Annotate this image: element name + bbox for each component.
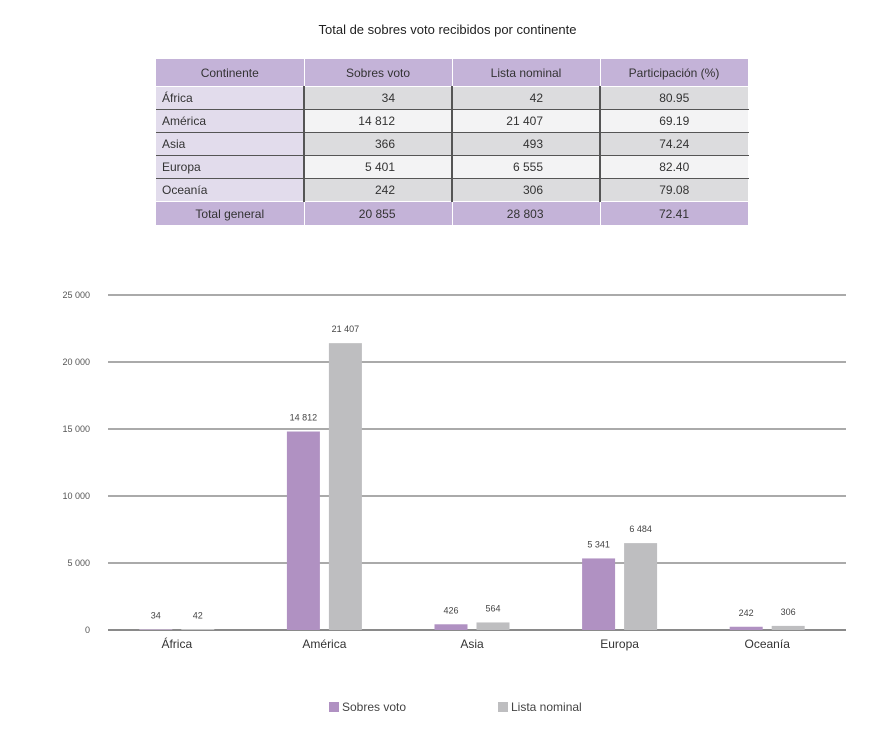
x-tick-label: Europa [600,637,639,651]
cell-lista: 42 [452,86,601,110]
bars [139,343,805,630]
cell-lista: 21 407 [452,109,601,133]
cell-participacion: 69.19 [600,109,749,133]
bar-lista-nominal [771,625,805,630]
legend-item-lista-nominal: Lista nominal [498,700,582,714]
results-table: Continente Sobres voto Lista nominal Par… [156,59,749,226]
bar-sobres-voto [582,558,616,630]
data-label: 14 812 [290,413,318,423]
total-sobres: 20 855 [304,201,453,226]
x-tick-label: Oceanía [745,637,791,651]
table-row: Europa 5 401 6 555 82.40 [156,155,749,179]
legend-label: Sobres voto [342,700,407,714]
header-participacion: Participación (%) [600,59,749,87]
cell-participacion: 79.08 [600,178,749,202]
cell-continente: América [156,109,305,133]
legend-swatch [329,702,339,712]
gridlines [108,294,846,631]
x-tick-label: Asia [460,637,484,651]
y-tick-label: 15 000 [62,424,90,434]
table-row: África 34 42 80.95 [156,86,749,110]
x-tick-label: América [302,637,346,651]
cell-sobres: 242 [304,178,453,202]
data-label: 564 [485,603,500,613]
legend-swatch [498,702,508,712]
cell-sobres: 34 [304,86,453,110]
bar-lista-nominal [181,629,215,630]
cell-continente: Europa [156,155,305,179]
bar-lista-nominal [476,622,510,630]
y-axis-ticks: 0 5 000 10 000 15 000 20 000 25 000 [62,290,90,635]
cell-continente: Asia [156,132,305,156]
data-label: 5 341 [587,539,610,549]
header-lista-nominal: Lista nominal [452,59,601,87]
cell-sobres: 14 812 [304,109,453,133]
total-lista: 28 803 [452,201,601,226]
bar-chart: 0 5 000 10 000 15 000 20 000 25 000 34 42 14 81… [62,290,846,651]
cell-sobres: 366 [304,132,453,156]
data-label: 42 [193,610,203,620]
bar-lista-nominal [328,343,362,630]
data-label: 426 [443,605,458,615]
data-label: 6 484 [629,524,652,534]
bar-lista-nominal [624,543,658,630]
table-row: América 14 812 21 407 69.19 [156,109,749,133]
table-title: Total de sobres voto recibidos por conti… [318,22,577,37]
cell-participacion: 74.24 [600,132,749,156]
table-total-row: Total general 20 855 28 803 72.41 [156,201,749,226]
data-label: 306 [781,607,796,617]
bar-sobres-voto [729,626,763,630]
data-labels: 34 42 14 812 21 407 426 564 5 341 6 484 242 306 [151,324,796,620]
y-tick-label: 5 000 [67,558,90,568]
table-header-row: Continente Sobres voto Lista nominal Par… [156,59,749,87]
legend-item-sobres-voto: Sobres voto [329,700,406,714]
y-tick-label: 0 [85,625,90,635]
cell-participacion: 80.95 [600,86,749,110]
data-label: 21 407 [332,324,360,334]
cell-lista: 306 [452,178,601,202]
x-tick-label: África [161,636,192,651]
data-label: 34 [151,611,161,621]
total-label: Total general [156,201,305,226]
legend-label: Lista nominal [511,700,582,714]
x-axis-ticks: África América Asia Europa Oceanía [161,636,790,651]
header-sobres-voto: Sobres voto [304,59,453,87]
cell-participacion: 82.40 [600,155,749,179]
bar-sobres-voto [286,431,320,630]
cell-sobres: 5 401 [304,155,453,179]
y-tick-label: 25 000 [62,290,90,300]
cell-continente: Oceanía [156,178,305,202]
cell-lista: 6 555 [452,155,601,179]
table-row: Asia 366 493 74.24 [156,132,749,156]
cell-lista: 493 [452,132,601,156]
table-row: Oceanía 242 306 79.08 [156,178,749,202]
y-tick-label: 10 000 [62,491,90,501]
cell-continente: África [156,86,305,110]
header-continente: Continente [156,59,305,87]
data-label: 242 [739,608,754,618]
y-tick-label: 20 000 [62,357,90,367]
total-participacion: 72.41 [600,201,749,226]
bar-sobres-voto [434,624,468,630]
